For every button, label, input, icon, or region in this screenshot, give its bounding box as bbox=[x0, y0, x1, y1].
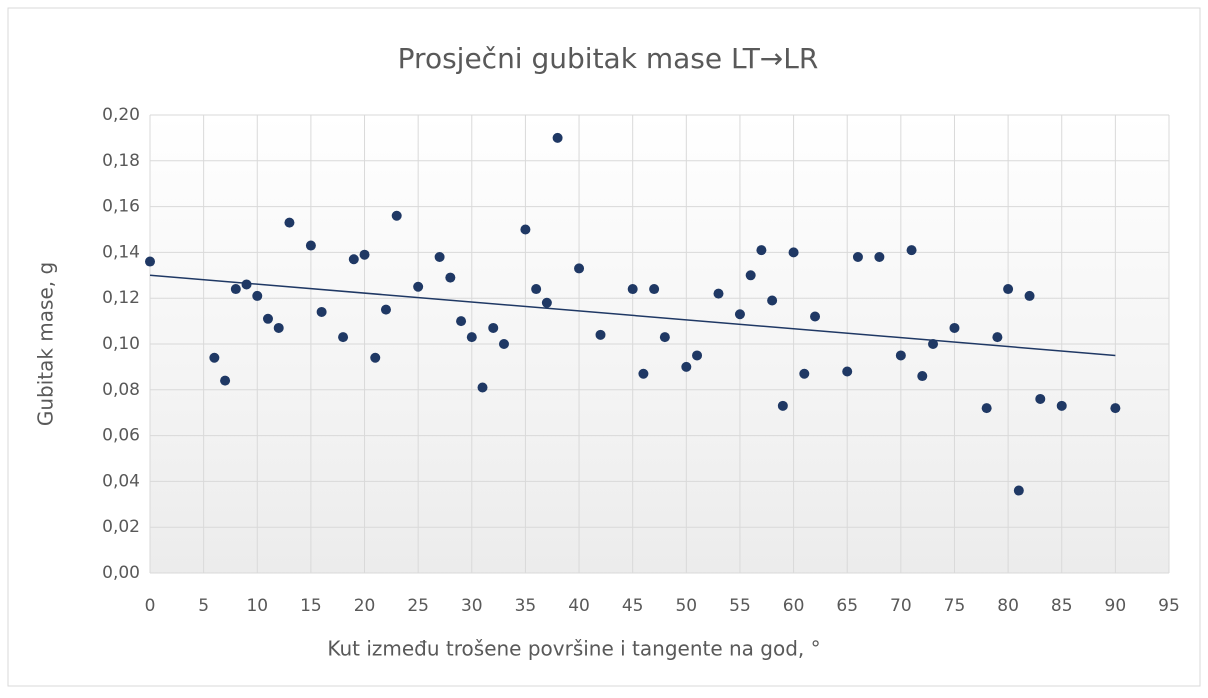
data-point bbox=[949, 322, 960, 333]
data-point bbox=[659, 332, 670, 343]
data-point bbox=[1056, 400, 1067, 411]
x-tick-label: 85 bbox=[1051, 596, 1073, 616]
data-point bbox=[627, 284, 638, 295]
data-point bbox=[145, 256, 155, 267]
x-tick-label: 60 bbox=[783, 596, 805, 616]
data-point bbox=[380, 304, 391, 315]
data-point bbox=[262, 313, 273, 324]
y-tick-label: 0,16 bbox=[102, 197, 140, 217]
y-tick-label: 0,18 bbox=[102, 151, 140, 171]
x-tick-label: 25 bbox=[407, 596, 429, 616]
y-tick-label: 0,12 bbox=[102, 288, 140, 308]
x-tick-label: 55 bbox=[729, 596, 751, 616]
y-tick-label: 0,02 bbox=[102, 517, 140, 537]
data-point bbox=[220, 375, 231, 386]
data-point bbox=[810, 311, 821, 322]
data-point bbox=[488, 322, 499, 333]
data-point bbox=[874, 251, 885, 262]
x-tick-label: 0 bbox=[145, 596, 156, 616]
data-point bbox=[348, 254, 359, 265]
y-tick-label: 0,00 bbox=[102, 563, 140, 583]
data-point bbox=[799, 368, 810, 379]
data-point bbox=[252, 290, 263, 301]
x-tick-label: 10 bbox=[246, 596, 268, 616]
x-tick-label: 75 bbox=[944, 596, 966, 616]
data-point bbox=[906, 245, 917, 256]
data-point bbox=[745, 270, 756, 281]
data-point bbox=[209, 352, 220, 363]
x-tick-label: 90 bbox=[1105, 596, 1127, 616]
data-point bbox=[338, 332, 349, 343]
data-point bbox=[852, 251, 863, 262]
data-point bbox=[541, 297, 552, 308]
data-point bbox=[756, 245, 767, 256]
data-point bbox=[531, 284, 542, 295]
data-point bbox=[391, 210, 402, 221]
data-point bbox=[895, 350, 906, 361]
x-tick-label: 45 bbox=[622, 596, 644, 616]
y-axis-title: Gubitak mase, g bbox=[34, 262, 58, 426]
data-point bbox=[1024, 290, 1035, 301]
data-point bbox=[466, 332, 477, 343]
data-point bbox=[1003, 284, 1014, 295]
data-point bbox=[713, 288, 724, 299]
x-tick-label: 65 bbox=[836, 596, 858, 616]
data-point bbox=[445, 272, 456, 283]
x-tick-label: 50 bbox=[675, 596, 697, 616]
data-point bbox=[284, 217, 295, 228]
data-point bbox=[777, 400, 788, 411]
data-point bbox=[1035, 393, 1046, 404]
data-point bbox=[552, 132, 563, 143]
data-point bbox=[788, 247, 799, 258]
y-tick-label: 0,04 bbox=[102, 471, 140, 491]
data-point bbox=[992, 332, 1003, 343]
data-point bbox=[477, 382, 488, 393]
x-tick-label: 70 bbox=[890, 596, 912, 616]
data-point bbox=[370, 352, 381, 363]
data-point bbox=[273, 322, 284, 333]
data-point bbox=[1013, 485, 1024, 496]
y-tick-label: 0,06 bbox=[102, 426, 140, 446]
data-point bbox=[638, 368, 649, 379]
data-point bbox=[456, 316, 467, 327]
data-point bbox=[734, 309, 745, 320]
x-tick-label: 30 bbox=[461, 596, 483, 616]
y-tick-label: 0,08 bbox=[102, 380, 140, 400]
data-point bbox=[305, 240, 316, 251]
data-point bbox=[520, 224, 531, 235]
data-point bbox=[1110, 403, 1121, 414]
data-point bbox=[434, 251, 445, 262]
data-point bbox=[692, 350, 703, 361]
data-point bbox=[928, 339, 939, 349]
x-tick-label: 40 bbox=[568, 596, 590, 616]
trendline bbox=[149, 274, 1116, 357]
data-point bbox=[842, 366, 853, 377]
y-tick-label: 0,10 bbox=[102, 334, 140, 354]
x-tick-label: 95 bbox=[1158, 596, 1180, 616]
data-point bbox=[917, 371, 928, 382]
data-point bbox=[681, 361, 692, 372]
data-point bbox=[574, 263, 585, 274]
x-tick-label: 5 bbox=[198, 596, 209, 616]
data-point bbox=[359, 249, 370, 260]
x-axis-title: Kut između trošene površine i tangente n… bbox=[327, 637, 820, 661]
data-point bbox=[649, 284, 660, 295]
data-point bbox=[230, 284, 241, 295]
y-tick-label: 0,14 bbox=[102, 242, 140, 262]
x-tick-label: 80 bbox=[997, 596, 1019, 616]
chart-title: Prosječni gubitak mase LT→LR bbox=[398, 42, 819, 75]
data-point bbox=[767, 295, 778, 306]
data-point bbox=[981, 403, 992, 414]
data-point bbox=[498, 339, 509, 349]
data-point bbox=[413, 281, 424, 292]
x-tick-label: 35 bbox=[515, 596, 537, 616]
data-point bbox=[595, 329, 606, 340]
data-point bbox=[241, 279, 252, 290]
x-tick-label: 20 bbox=[354, 596, 376, 616]
x-tick-label: 15 bbox=[300, 596, 322, 616]
data-point bbox=[316, 306, 327, 317]
y-tick-label: 0,20 bbox=[102, 105, 140, 125]
